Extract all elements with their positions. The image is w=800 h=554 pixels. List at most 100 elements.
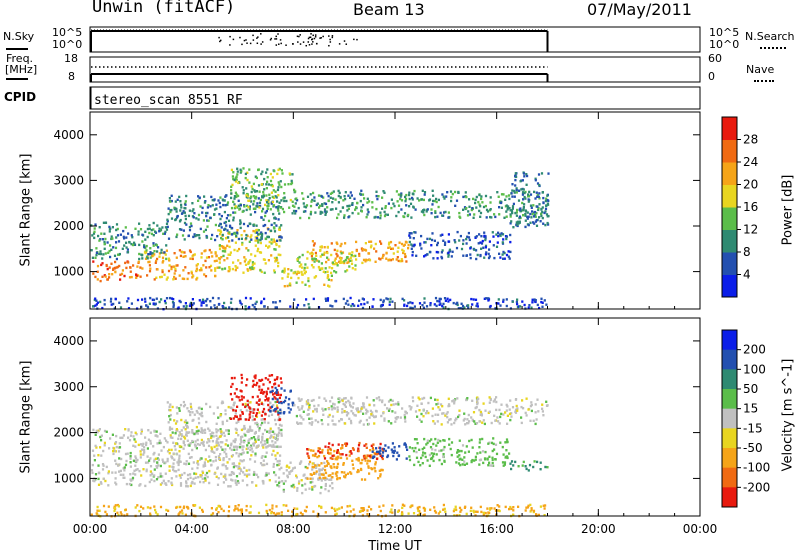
echo-cell: [214, 274, 217, 278]
echo-cell: [146, 257, 149, 260]
echo-cell: [192, 274, 195, 278]
echo-cell: [432, 442, 435, 446]
echo-cell: [158, 252, 161, 255]
echo-cell: [536, 205, 539, 208]
echo-cell: [158, 255, 161, 258]
echo-cell: [291, 510, 294, 513]
echo-cell: [212, 460, 215, 463]
echo-cell: [174, 200, 177, 203]
echo-cell: [138, 257, 141, 261]
echo-cell: [127, 232, 130, 235]
echo-cell: [534, 215, 537, 218]
echo-cell: [237, 194, 240, 198]
echo-cell: [277, 209, 280, 212]
echo-cell: [361, 458, 364, 462]
echo-cell: [248, 416, 251, 419]
echo-cell: [121, 436, 124, 439]
echo-cell: [201, 300, 205, 303]
echo-cell: [272, 189, 275, 192]
echo-cell: [200, 304, 203, 307]
echo-cell: [205, 236, 209, 239]
echo-cell: [189, 476, 192, 479]
echo-cell: [521, 201, 524, 205]
echo-cell: [337, 401, 340, 404]
echo-cell: [193, 432, 196, 436]
echo-cell: [342, 462, 345, 465]
echo-cell: [458, 414, 461, 417]
echo-cell: [215, 508, 218, 511]
echo-cell: [217, 416, 220, 419]
echo-cell: [233, 248, 236, 252]
echo-cell: [210, 447, 214, 451]
echo-cell: [418, 199, 421, 202]
echo-cell: [269, 401, 272, 405]
echo-cell: [125, 241, 128, 244]
echo-cell: [141, 267, 144, 270]
echo-cell: [438, 303, 441, 306]
echo-cell: [266, 176, 269, 179]
echo-cell: [368, 240, 371, 243]
echo-cell: [319, 268, 322, 271]
echo-cell: [280, 514, 283, 517]
echo-cell: [278, 226, 281, 229]
echo-cell: [334, 423, 337, 426]
nsky-point: [270, 37, 273, 40]
echo-cell: [220, 256, 223, 259]
echo-cell: [108, 249, 111, 253]
echo-cell: [202, 429, 205, 432]
echo-cell: [423, 255, 426, 258]
echo-cell: [511, 195, 514, 198]
echo-cell: [186, 477, 190, 481]
echo-cell: [392, 450, 395, 453]
echo-cell: [161, 270, 164, 274]
echo-cell: [280, 199, 283, 202]
echo-cell: [230, 448, 233, 452]
echo-cell: [97, 429, 100, 432]
echo-cell: [438, 449, 441, 453]
echo-cell: [93, 479, 96, 483]
echo-cell: [375, 194, 378, 198]
echo-cell: [230, 192, 233, 195]
echo-cell: [231, 267, 234, 271]
echo-cell: [264, 455, 267, 458]
echo-cell: [484, 246, 487, 249]
echo-cell: [491, 458, 494, 461]
echo-cell: [113, 506, 117, 510]
echo-cell: [542, 201, 545, 205]
echo-cell: [173, 275, 176, 279]
echo-cell: [505, 449, 508, 452]
echo-cell: [418, 513, 421, 516]
echo-cell: [265, 237, 268, 241]
echo-cell: [487, 256, 491, 260]
echo-cell: [382, 300, 385, 304]
echo-cell: [233, 392, 236, 395]
echo-cell: [278, 212, 281, 215]
echo-cell: [172, 298, 175, 301]
echo-cell: [245, 447, 248, 451]
echo-cell: [219, 217, 222, 221]
echo-cell: [447, 240, 450, 243]
echo-cell: [274, 441, 277, 444]
echo-cell: [202, 440, 205, 444]
echo-cell: [512, 509, 515, 512]
echo-cell: [465, 207, 468, 210]
echo-cell: [506, 405, 509, 408]
echo-cell: [266, 168, 269, 171]
echo-cell: [202, 442, 205, 446]
echo-cell: [505, 215, 508, 218]
echo-cell: [360, 407, 363, 410]
echo-cell: [514, 411, 518, 414]
echo-cell: [257, 241, 260, 244]
ytick-label: 2000: [53, 426, 84, 440]
echo-cell: [519, 180, 522, 183]
echo-cell: [100, 482, 103, 485]
echo-cell: [538, 183, 541, 187]
echo-cell: [265, 438, 269, 442]
echo-cell: [502, 298, 505, 302]
echo-cell: [250, 195, 253, 198]
echo-cell: [351, 406, 354, 409]
echo-cell: [241, 241, 244, 245]
echo-cell: [435, 250, 438, 254]
echo-cell: [401, 297, 404, 301]
echo-cell: [356, 470, 359, 474]
